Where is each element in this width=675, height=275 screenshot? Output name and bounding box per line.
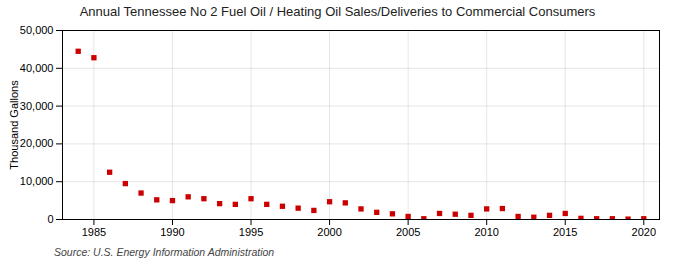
svg-text:2010: 2010 [474, 226, 498, 238]
html-text:Source: U.S. Energy Informatio: Source: U.S. Energy Information Administ… [54, 246, 275, 258]
svg-text:2005: 2005 [396, 226, 420, 238]
svg-text:50,000: 50,000 [20, 24, 54, 36]
svg-text:1985: 1985 [82, 226, 106, 238]
svg-text:2000: 2000 [317, 226, 341, 238]
html-text:Annual Tennessee No 2 Fuel Oil: Annual Tennessee No 2 Fuel Oil / Heating… [79, 4, 596, 19]
svg-text:10,000: 10,000 [20, 175, 54, 187]
svg-text:30,000: 30,000 [20, 100, 54, 112]
svg-text:1990: 1990 [160, 226, 184, 238]
svg-text:20,000: 20,000 [20, 137, 54, 149]
svg-text:2015: 2015 [553, 226, 577, 238]
svg-text:Thousand Gallons: Thousand Gallons [8, 80, 20, 170]
svg-text:1995: 1995 [239, 226, 263, 238]
svg-text:40,000: 40,000 [20, 62, 54, 74]
svg-text:2020: 2020 [632, 226, 656, 238]
svg-text:0: 0 [47, 213, 53, 225]
